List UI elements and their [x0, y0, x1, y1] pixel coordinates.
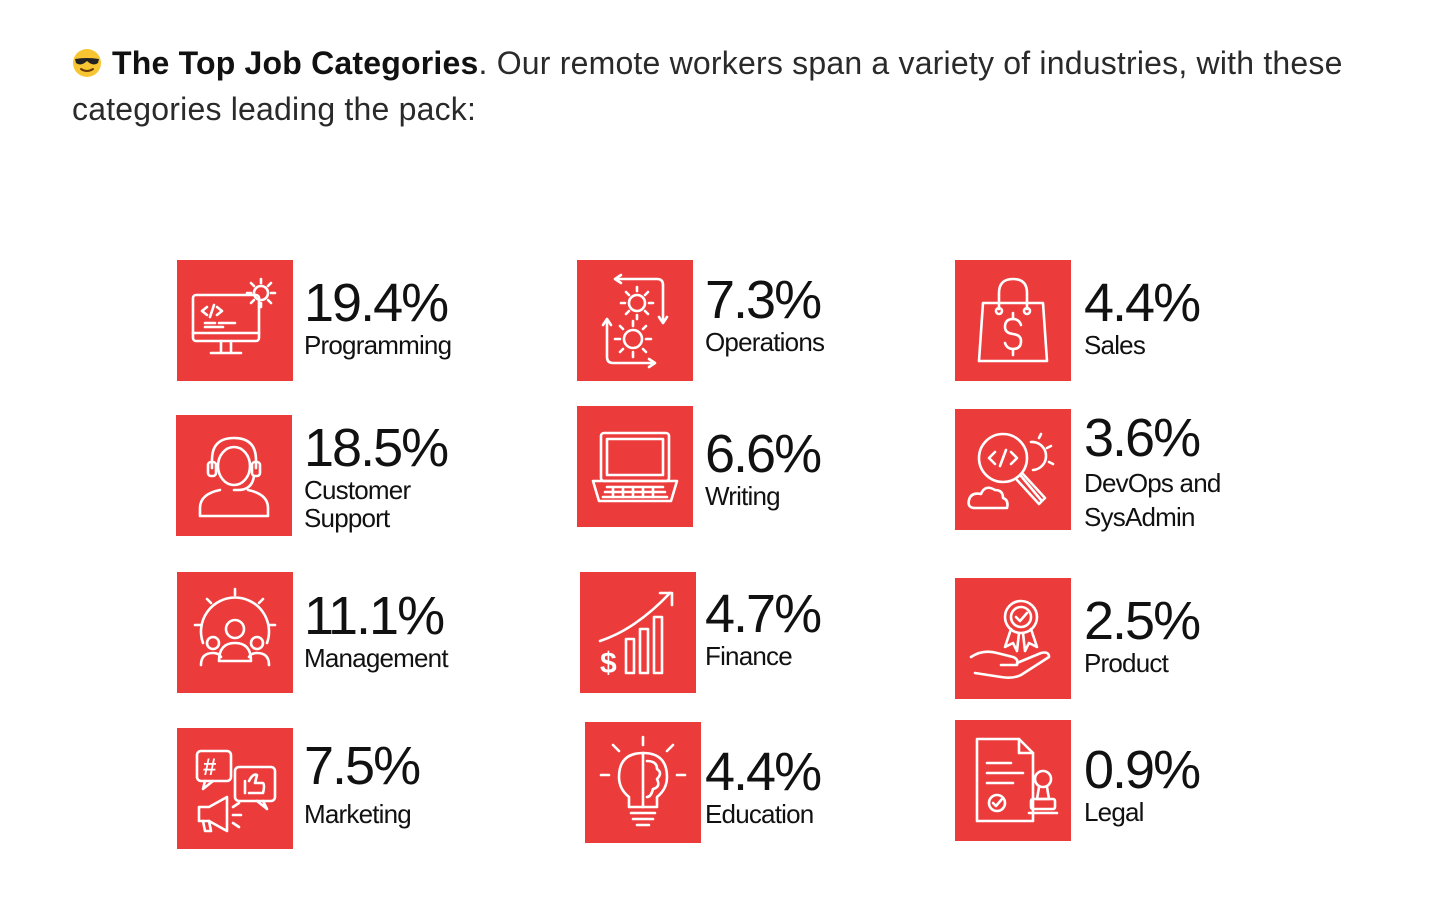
smiling-face-with-sunglasses-icon: [73, 49, 101, 77]
social-megaphone-icon: #: [195, 749, 277, 832]
intro-text: . Our remote workers span a variety of i…: [72, 45, 1343, 127]
category-label: Sales: [1084, 330, 1146, 360]
category-label: Customer Support: [304, 475, 411, 533]
category-label: Programming: [304, 330, 452, 360]
growth-chart-dollar-icon: $: [598, 591, 674, 680]
writing-tile: [577, 406, 693, 527]
category-percent: 2.5%: [1084, 591, 1201, 651]
category-percent: 11.1%: [304, 586, 445, 646]
monitor-code-gear-icon: [191, 277, 277, 354]
category-percent: 4.4%: [705, 742, 822, 802]
devops-tile: [955, 409, 1071, 530]
category-label: Operations: [705, 327, 825, 357]
category-percent: 3.6%: [1084, 408, 1201, 468]
category-percent: 6.6%: [705, 424, 822, 484]
category-percent: 0.9%: [1084, 740, 1201, 800]
category-percent: 18.5%: [304, 418, 449, 478]
category-percent: 7.3%: [705, 270, 822, 330]
education-tile: [585, 722, 701, 843]
customer-support-tile: [176, 415, 292, 536]
category-label: Legal: [1084, 797, 1144, 827]
marketing-tile: #: [177, 728, 293, 849]
laptop-icon: [591, 431, 679, 502]
operations-tile: [577, 260, 693, 381]
programming-tile: [177, 260, 293, 381]
category-label: DevOps and SysAdmin: [1084, 468, 1221, 532]
category-label: Marketing: [304, 799, 412, 829]
svg-text:$: $: [600, 647, 617, 680]
category-percent: 4.4%: [1084, 273, 1201, 333]
intro-paragraph: The Top Job Categories. Our remote worke…: [72, 40, 1412, 132]
category-label: Finance: [705, 641, 793, 671]
finance-tile: $: [580, 572, 696, 693]
category-percent: 7.5%: [304, 736, 421, 796]
category-label: Education: [705, 799, 814, 829]
category-label: Writing: [705, 481, 781, 511]
sales-tile: [955, 260, 1071, 381]
category-percent: 19.4%: [304, 273, 449, 333]
lightbulb-brain-icon: [599, 735, 687, 826]
management-tile: [177, 572, 293, 693]
gears-cycle-icon: [601, 273, 669, 368]
category-label: Product: [1084, 648, 1169, 678]
category-label: Management: [304, 643, 449, 673]
team-gear-icon: [193, 587, 277, 666]
hand-award-badge-icon: [969, 599, 1051, 679]
svg-text:#: #: [203, 754, 216, 781]
intro-title: The Top Job Categories: [112, 45, 479, 81]
legal-tile: [955, 720, 1071, 841]
category-percent: 4.7%: [705, 584, 822, 644]
product-tile: [955, 578, 1071, 699]
shopping-bag-dollar-icon: [977, 277, 1049, 362]
code-search-cloud-gear-icon: [967, 432, 1055, 509]
document-stamp-icon: [975, 737, 1059, 822]
headset-agent-icon: [198, 436, 270, 517]
